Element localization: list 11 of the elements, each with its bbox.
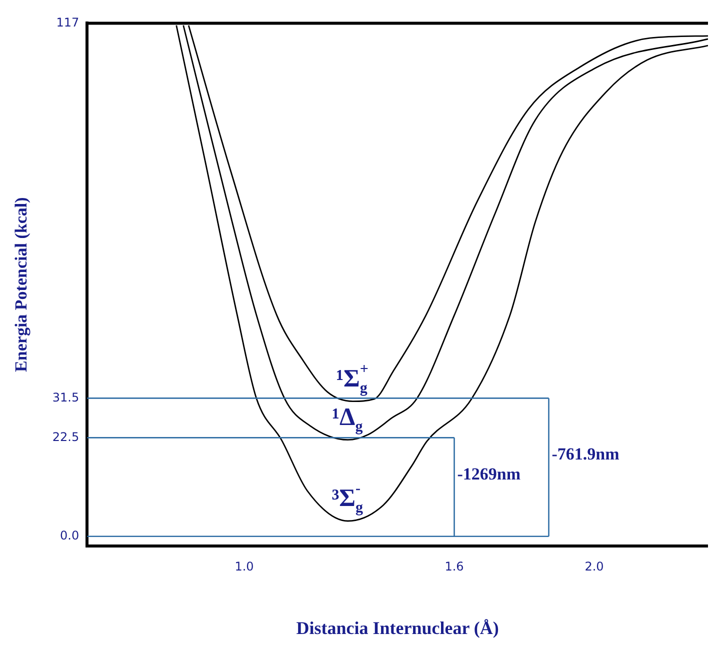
- y-tick-label: 117: [56, 15, 80, 30]
- y-tick-label: 31.5: [52, 390, 80, 404]
- ref-line-label: -1269nm: [457, 464, 521, 484]
- y-tick-label: 0.0: [60, 528, 80, 542]
- x-axis-title: Distancia Internuclear (Å): [296, 618, 499, 638]
- x-tick-label: 1.0: [234, 559, 254, 574]
- ref-line-label: -761.9nm: [552, 444, 620, 464]
- x-tick-label: 1.6: [444, 559, 464, 574]
- x-tick-label: 2.0: [584, 559, 604, 574]
- y-tick-label: 22.5: [52, 430, 80, 444]
- y-axis-title: Energia Potencial (kcal): [12, 197, 31, 372]
